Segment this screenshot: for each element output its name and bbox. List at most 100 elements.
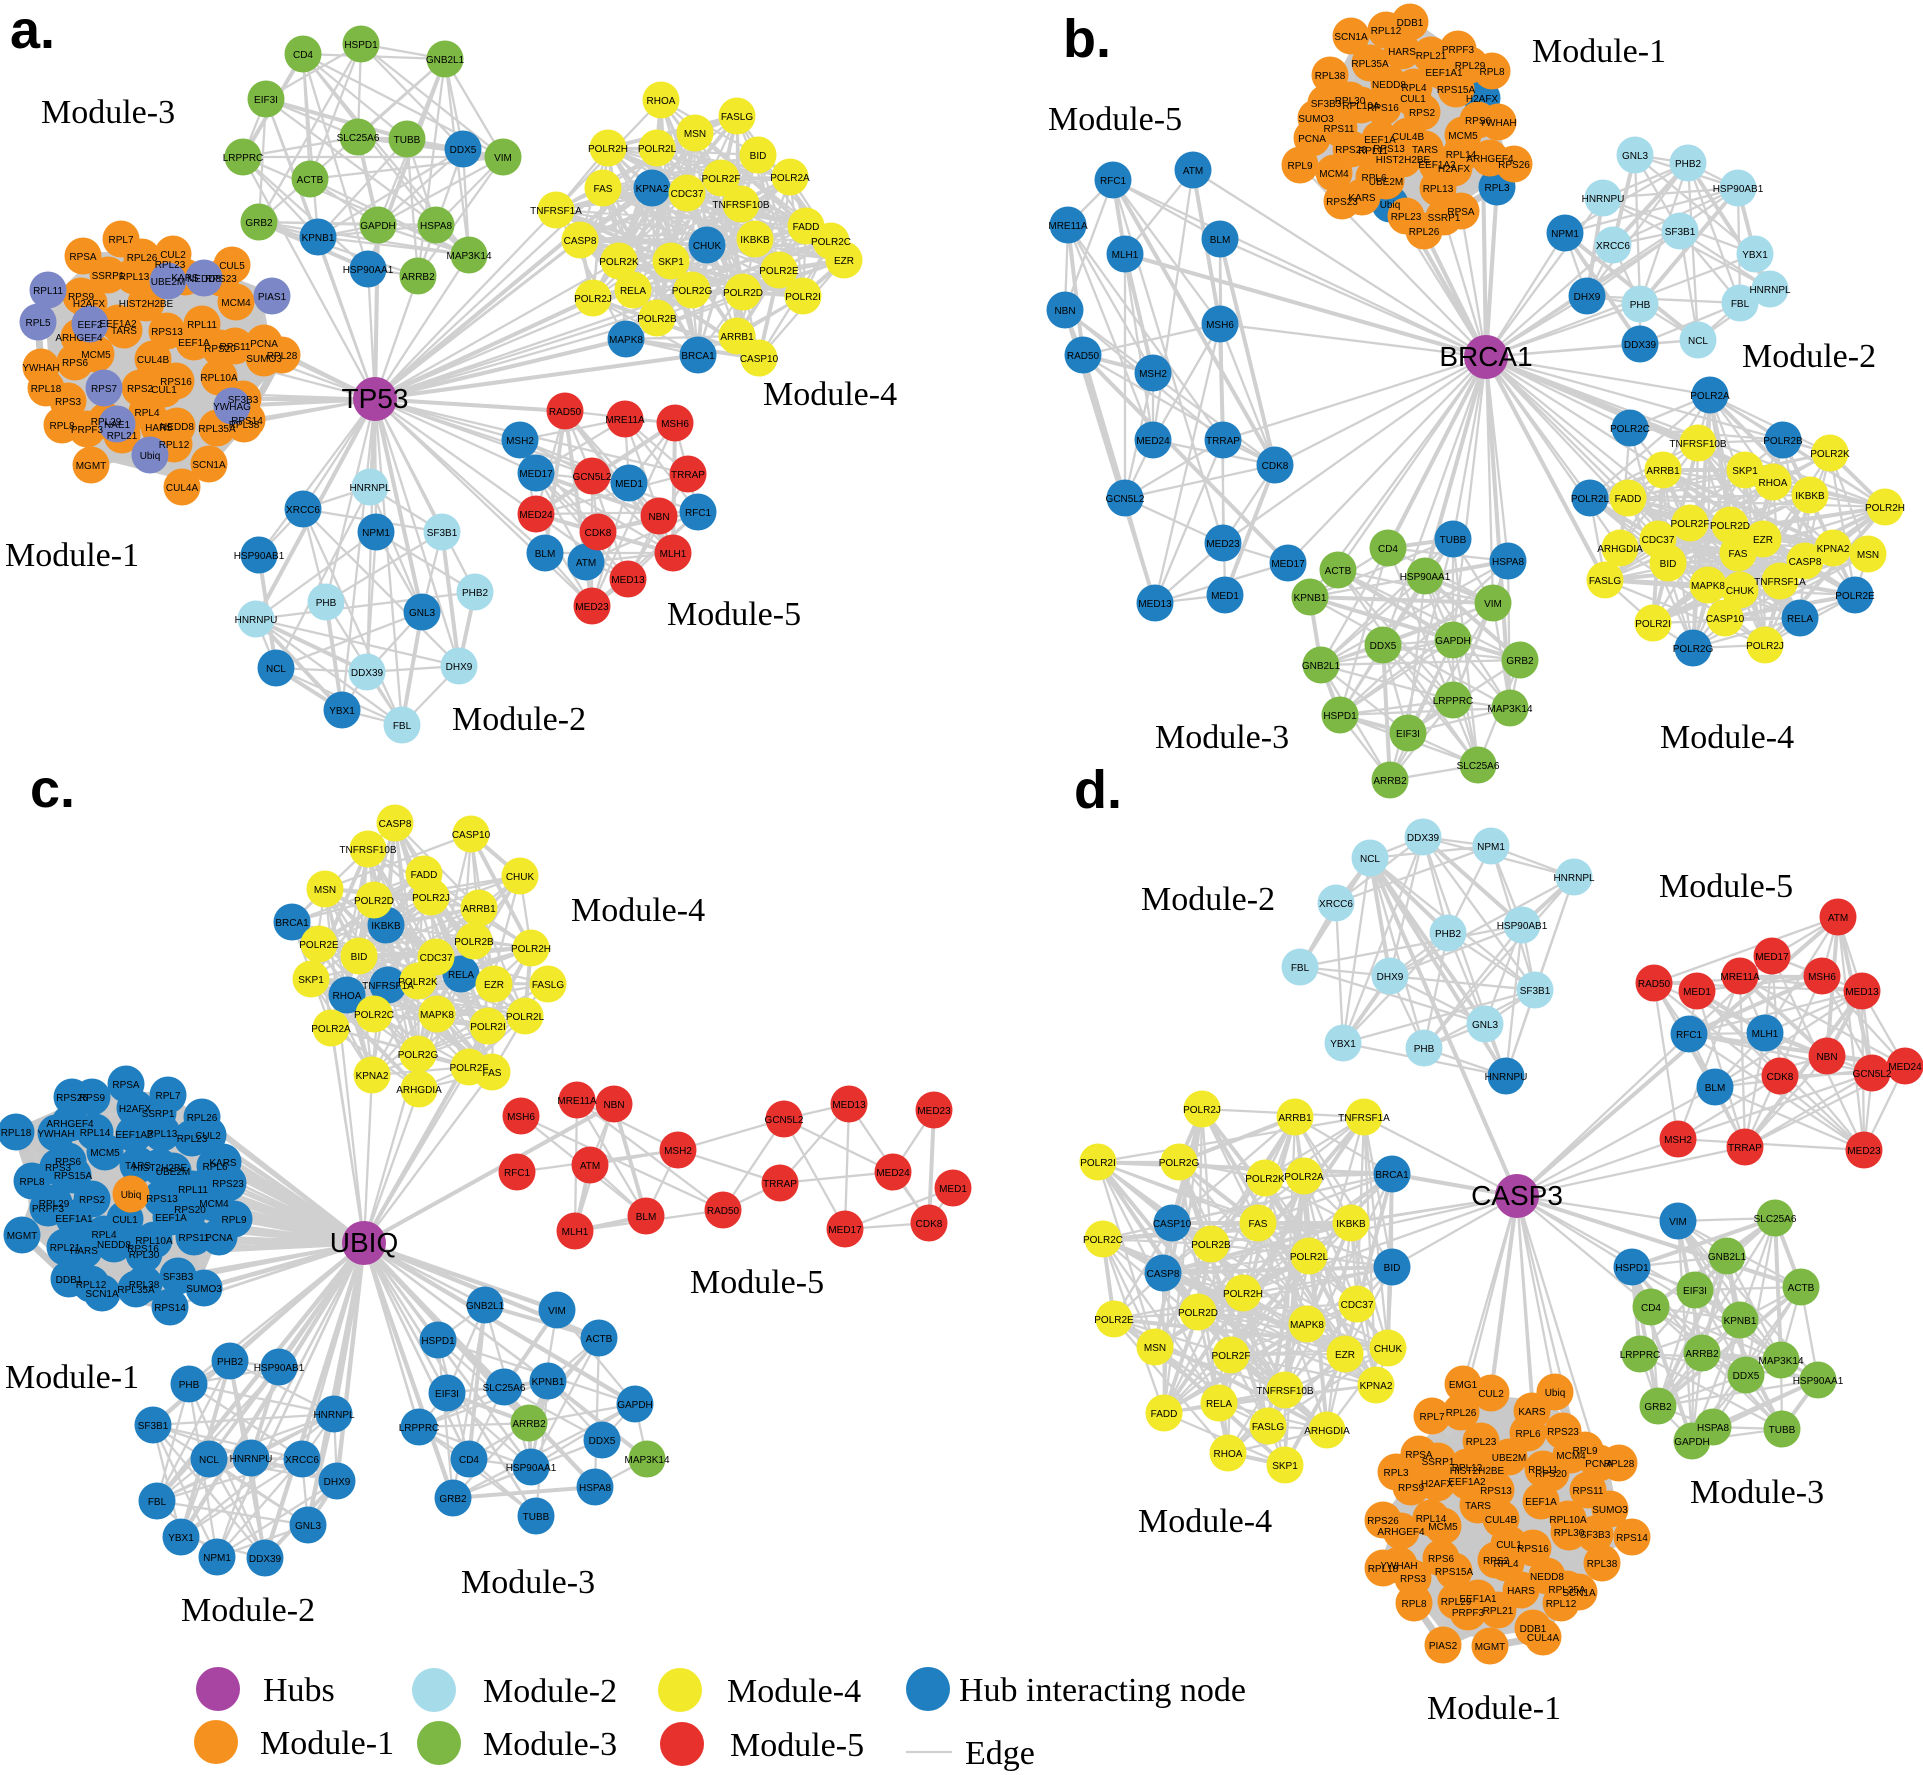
svg-text:ARHGEF4: ARHGEF4: [46, 1119, 94, 1130]
svg-text:TARS: TARS: [125, 1161, 151, 1172]
svg-text:CUL1: CUL1: [151, 385, 177, 396]
svg-text:POLR2G: POLR2G: [672, 286, 713, 297]
svg-text:RPL26: RPL26: [1446, 1408, 1477, 1419]
svg-text:GCN5L2: GCN5L2: [1853, 1069, 1892, 1080]
svg-text:MAPK8: MAPK8: [420, 1010, 454, 1021]
svg-text:GRB2: GRB2: [1644, 1402, 1672, 1413]
svg-text:BRCA1: BRCA1: [681, 351, 715, 362]
svg-text:POLR2I: POLR2I: [785, 292, 821, 303]
svg-text:YWHAH: YWHAH: [22, 363, 59, 374]
svg-text:RPL26: RPL26: [187, 1113, 218, 1124]
svg-text:RPS11: RPS11: [1324, 124, 1355, 135]
svg-text:MED23: MED23: [917, 1106, 951, 1117]
svg-text:PRPF3: PRPF3: [1442, 45, 1475, 56]
svg-text:ARHGEF4: ARHGEF4: [1466, 154, 1514, 165]
svg-text:RPL10A: RPL10A: [1549, 1515, 1587, 1526]
svg-text:MSH6: MSH6: [1206, 320, 1234, 331]
svg-text:VIM: VIM: [548, 1306, 566, 1317]
svg-text:RPL30: RPL30: [129, 1250, 160, 1261]
svg-text:RPS2: RPS2: [127, 384, 154, 395]
svg-text:BID: BID: [351, 952, 368, 963]
svg-text:POLR2F: POLR2F: [702, 174, 741, 185]
svg-text:RPL11: RPL11: [1358, 146, 1388, 157]
svg-text:MAP3K14: MAP3K14: [624, 1455, 669, 1466]
svg-text:CUL4A: CUL4A: [1527, 1633, 1560, 1644]
svg-text:MSN: MSN: [684, 129, 706, 140]
svg-text:MAPK8: MAPK8: [609, 335, 643, 346]
svg-text:HSPD1: HSPD1: [344, 40, 378, 51]
svg-text:POLR2D: POLR2D: [354, 896, 394, 907]
svg-text:RPS16: RPS16: [1517, 1544, 1549, 1555]
svg-text:GNL3: GNL3: [409, 608, 436, 619]
svg-text:RPL35A: RPL35A: [1548, 1585, 1586, 1596]
svg-text:FADD: FADD: [1615, 494, 1642, 505]
svg-text:c.: c.: [30, 759, 75, 819]
svg-text:RELA: RELA: [1787, 614, 1813, 625]
svg-text:GNL3: GNL3: [1472, 1020, 1499, 1031]
svg-text:IKBKB: IKBKB: [371, 921, 401, 932]
svg-text:RPL7: RPL7: [155, 1091, 180, 1102]
svg-text:PCNA: PCNA: [1585, 1459, 1613, 1470]
svg-text:TUBB: TUBB: [1769, 1425, 1796, 1436]
svg-text:RPSA: RPSA: [112, 1080, 140, 1091]
svg-text:MED24: MED24: [519, 510, 553, 521]
svg-text:ARRB1: ARRB1: [720, 332, 754, 343]
svg-text:RPSA: RPSA: [69, 252, 97, 263]
svg-text:RPS20: RPS20: [174, 1205, 206, 1216]
svg-text:GNB2L1: GNB2L1: [426, 55, 465, 66]
svg-text:SF3B3: SF3B3: [163, 1272, 194, 1283]
svg-text:EEF1A2: EEF1A2: [1448, 1477, 1486, 1488]
svg-text:GNL3: GNL3: [1622, 151, 1649, 162]
svg-text:MED23: MED23: [1206, 539, 1240, 550]
svg-text:MSN: MSN: [1144, 1343, 1166, 1354]
svg-text:KPNA2: KPNA2: [1360, 1381, 1393, 1392]
svg-text:POLR2D: POLR2D: [1710, 521, 1750, 532]
svg-text:LRPPRC: LRPPRC: [399, 1423, 440, 1434]
svg-text:NPM1: NPM1: [362, 528, 390, 539]
svg-text:NPM1: NPM1: [1477, 842, 1505, 853]
svg-text:POLR2G: POLR2G: [1673, 644, 1714, 655]
svg-text:HARS: HARS: [145, 423, 173, 434]
svg-text:EIF3I: EIF3I: [1683, 1286, 1707, 1297]
svg-text:RPL7: RPL7: [108, 235, 133, 246]
svg-text:UBE2M: UBE2M: [1369, 177, 1403, 188]
svg-text:VIM: VIM: [1484, 599, 1502, 610]
svg-text:SCN1A: SCN1A: [85, 1289, 119, 1300]
svg-text:NEDD8: NEDD8: [1530, 1572, 1564, 1583]
svg-text:RELA: RELA: [1206, 1399, 1232, 1410]
svg-text:ATM: ATM: [1183, 166, 1203, 177]
svg-text:POLR2E: POLR2E: [759, 266, 799, 277]
svg-text:RPS3: RPS3: [45, 1163, 72, 1174]
svg-text:HSP90AB1: HSP90AB1: [254, 1363, 305, 1374]
svg-text:CUL5: CUL5: [219, 261, 245, 272]
svg-text:MAP3K14: MAP3K14: [1758, 1356, 1803, 1367]
svg-text:EZR: EZR: [834, 256, 854, 267]
svg-text:POLR2A: POLR2A: [1690, 391, 1730, 402]
svg-text:RPL35A: RPL35A: [1351, 59, 1389, 70]
svg-text:H2AFX: H2AFX: [1421, 1479, 1454, 1490]
svg-text:UBE2M: UBE2M: [1492, 1453, 1526, 1464]
svg-text:MSN: MSN: [314, 885, 336, 896]
svg-text:ATM: ATM: [576, 558, 596, 569]
svg-text:MRE11A: MRE11A: [605, 415, 645, 426]
svg-text:PCNA: PCNA: [1298, 134, 1326, 145]
svg-text:KARS: KARS: [1518, 1407, 1546, 1418]
svg-text:RPL38: RPL38: [1587, 1559, 1618, 1570]
svg-text:MLH1: MLH1: [660, 549, 687, 560]
svg-text:EIF3I: EIF3I: [1396, 729, 1420, 740]
svg-text:ARRB1: ARRB1: [462, 904, 496, 915]
svg-text:Module-3: Module-3: [1690, 1474, 1824, 1511]
svg-text:MED17: MED17: [519, 469, 553, 480]
svg-text:SSRP1: SSRP1: [1422, 1457, 1455, 1468]
svg-text:RPL6: RPL6: [202, 1162, 227, 1173]
svg-text:EEF2: EEF2: [77, 320, 102, 331]
svg-text:RPS16: RPS16: [1367, 103, 1399, 114]
svg-text:GAPDH: GAPDH: [1674, 1437, 1710, 1448]
svg-text:GCN5L2: GCN5L2: [1106, 494, 1145, 505]
svg-text:TNFRSF10B: TNFRSF10B: [1669, 439, 1727, 450]
svg-text:EEF1A: EEF1A: [1364, 135, 1396, 146]
svg-text:FAS: FAS: [594, 184, 613, 195]
svg-text:LRPPRC: LRPPRC: [1620, 1350, 1661, 1361]
svg-text:VIM: VIM: [1669, 1217, 1687, 1228]
svg-text:RPL26: RPL26: [127, 253, 158, 264]
